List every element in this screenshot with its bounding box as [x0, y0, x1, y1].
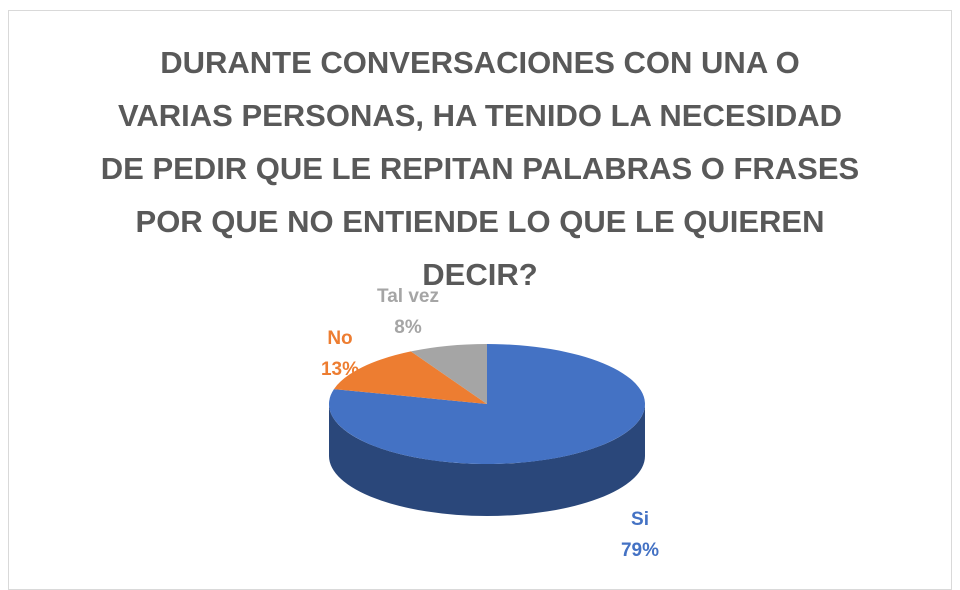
pie-slice — [333, 351, 487, 404]
data-label-value: 13% — [321, 359, 359, 380]
data-label-name: Si — [631, 509, 649, 530]
pie-side — [329, 404, 645, 516]
data-label-value: 8% — [394, 317, 422, 338]
pie-slice — [329, 344, 646, 465]
data-label-name: Tal vez — [377, 286, 439, 307]
data-label-value: 79% — [621, 540, 659, 561]
chart-title: DURANTE CONVERSACIONES CON UNA O VARIAS … — [100, 45, 860, 292]
pie-slice — [410, 344, 487, 404]
data-label-name: No — [327, 328, 352, 349]
